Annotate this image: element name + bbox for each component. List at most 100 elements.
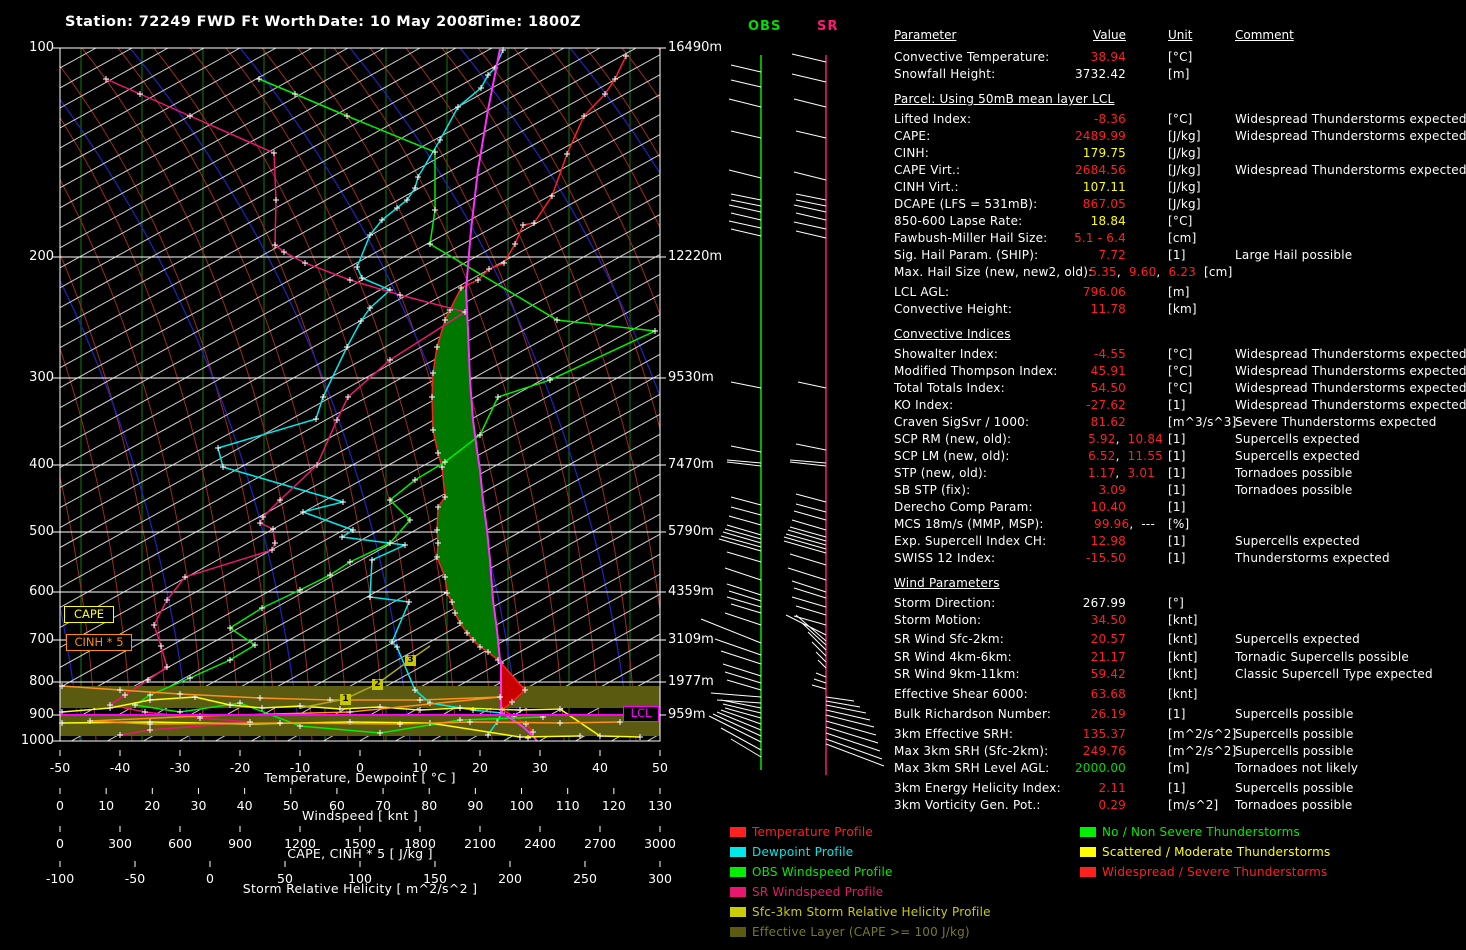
- param-value: 34.50: [890, 613, 1126, 627]
- param-value-part: 99.96: [1094, 517, 1129, 531]
- param-unit: [1]: [1168, 551, 1186, 565]
- param-comment: Classic Supercell Type expected: [1235, 667, 1433, 681]
- param-comment: Supercells possible: [1235, 744, 1354, 758]
- param-comment: Widespread Thunderstorms expected: [1235, 381, 1466, 395]
- axis-title: Storm Relative Helicity [ m^2/s^2 ]: [243, 881, 478, 896]
- param-unit: [°C]: [1168, 381, 1193, 395]
- axis-tick-label: 40: [237, 798, 253, 813]
- param-value-part: ,: [1117, 265, 1129, 279]
- axis-tick-label: 300: [648, 871, 672, 886]
- param-unit: [°C]: [1168, 50, 1193, 64]
- param-comment: Supercells possible: [1235, 781, 1354, 795]
- param-value: 6.52, 11.55: [927, 449, 1163, 463]
- param-unit: [knt]: [1168, 687, 1198, 701]
- param-value-part: 107.11: [1083, 180, 1126, 194]
- axis-tick-label: 3000: [644, 836, 676, 851]
- obs-wind-barbs: [701, 65, 761, 757]
- param-value-part: ,: [1129, 517, 1141, 531]
- param-value: 54.50: [890, 381, 1126, 395]
- lcl-tag: LCL: [623, 706, 659, 722]
- param-value: 20.57: [890, 632, 1126, 646]
- table-section-title: Wind Parameters: [894, 576, 1000, 590]
- param-value-part: 7.72: [1098, 248, 1126, 262]
- pressure-label: 900: [0, 707, 54, 722]
- axis-tick-label: -20: [230, 760, 250, 775]
- param-unit: [°C]: [1168, 347, 1193, 361]
- param-unit: [J/kg]: [1168, 129, 1201, 143]
- km-marker: 1: [340, 694, 351, 705]
- param-value: 38.94: [890, 50, 1126, 64]
- param-unit: [1]: [1168, 432, 1186, 446]
- param-unit: [°C]: [1168, 112, 1193, 126]
- param-value-part: 249.76: [1083, 744, 1126, 758]
- axis-tick-label: -30: [170, 760, 190, 775]
- axis-title: Windspeed [ knt ]: [302, 808, 418, 823]
- axis-tick-label: 120: [602, 798, 626, 813]
- param-unit: [m]: [1168, 761, 1190, 775]
- param-value: 99.96, ---: [919, 517, 1155, 531]
- param-value-part: 1.17: [1088, 466, 1116, 480]
- height-label: 7470m: [668, 457, 714, 472]
- param-value-part: 6.23: [1168, 265, 1196, 279]
- param-value-part: 267.99: [1083, 596, 1126, 610]
- param-value: 18.84: [890, 214, 1126, 228]
- param-value-part: 18.84: [1091, 214, 1126, 228]
- legend-profile-swatch: [730, 887, 746, 897]
- axis-tick-label: 200: [498, 871, 522, 886]
- param-value-part: 5.1 - 6.4: [1074, 231, 1126, 245]
- param-unit: [km]: [1168, 302, 1197, 316]
- pressure-label: 300: [0, 370, 54, 385]
- height-label: 3109m: [668, 632, 714, 647]
- sr-wind-barbs: [784, 54, 826, 689]
- table-section-title: Parcel: Using 50mB mean layer LCL: [894, 92, 1114, 106]
- param-value-part: 10.84: [1128, 432, 1163, 446]
- legend-profile-label: Temperature Profile: [752, 825, 873, 839]
- param-value: 249.76: [890, 744, 1126, 758]
- param-value-part: 179.75: [1083, 146, 1126, 160]
- axis-tick-label: 50: [283, 798, 299, 813]
- param-comment: Widespread Thunderstorms expected: [1235, 398, 1466, 412]
- param-comment: Tornadic Supercells possible: [1235, 650, 1409, 664]
- param-unit: [1]: [1168, 500, 1186, 514]
- axis-tick-label: 900: [228, 836, 252, 851]
- param-value-part: 6.52: [1088, 449, 1116, 463]
- param-comment: Severe Thunderstorms expected: [1235, 415, 1437, 429]
- param-unit: [1]: [1168, 534, 1186, 548]
- param-unit: [1]: [1168, 398, 1186, 412]
- obs_windspeed_profile-markers: [132, 76, 658, 736]
- param-comment: Supercells expected: [1235, 632, 1360, 646]
- axis-tick-label: 40: [592, 760, 608, 775]
- param-value-part: -8.36: [1094, 112, 1126, 126]
- param-unit: [J/kg]: [1168, 146, 1201, 160]
- param-unit: [m]: [1168, 285, 1190, 299]
- param-value: 3732.42: [890, 67, 1126, 81]
- param-value-part: 2489.99: [1075, 129, 1126, 143]
- param-unit: [m/s^2]: [1168, 798, 1218, 812]
- axis-tick-label: -40: [110, 760, 130, 775]
- param-value-part: 2000.00: [1075, 761, 1126, 775]
- legend-profile-swatch: [730, 927, 746, 937]
- cape-area-tag: CAPE: [64, 606, 114, 623]
- axis-tick-label: 30: [532, 760, 548, 775]
- param-comment: Tornadoes possible: [1235, 466, 1352, 480]
- param-unit: [°C]: [1168, 364, 1193, 378]
- param-value-part: 5.35: [1089, 265, 1117, 279]
- param-unit: [knt]: [1168, 650, 1198, 664]
- legend-severity-swatch: [1080, 827, 1096, 837]
- axis-tick-label: 0: [56, 798, 64, 813]
- param-value-part: 21.17: [1091, 650, 1126, 664]
- param-value-part: ,: [1115, 466, 1127, 480]
- param-value-part: 9.60: [1129, 265, 1157, 279]
- param-value: 11.78: [890, 302, 1126, 316]
- pressure-label: 600: [0, 584, 54, 599]
- axis-tick-label: 2100: [464, 836, 496, 851]
- param-unit: [1]: [1168, 466, 1186, 480]
- sr-wind-barbs-surface: [826, 697, 884, 766]
- param-value: 10.40: [890, 500, 1126, 514]
- param-comment: Widespread Thunderstorms expected: [1235, 163, 1466, 177]
- axis-tick-label: 10: [98, 798, 114, 813]
- height-label: 12220m: [668, 249, 722, 264]
- param-unit: [m^2/s^2]: [1168, 727, 1237, 741]
- param-value: 12.98: [890, 534, 1126, 548]
- param-unit: [°]: [1168, 596, 1184, 610]
